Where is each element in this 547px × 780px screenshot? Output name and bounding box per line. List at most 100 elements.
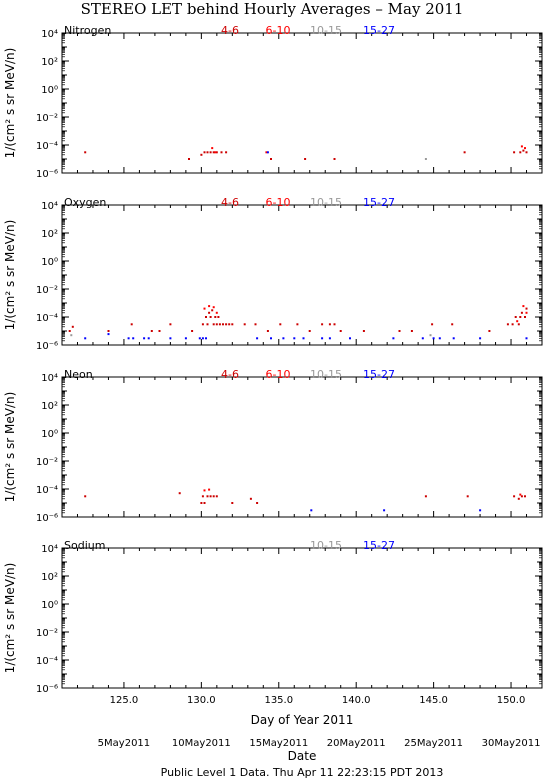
data-point-15-27 (132, 337, 135, 340)
data-point-4-6 (201, 495, 204, 498)
y-tick-label: 10⁰ (41, 600, 58, 611)
data-point-15-27 (107, 333, 110, 336)
data-point-4-6 (206, 323, 209, 326)
data-point-6-10 (524, 147, 526, 150)
y-tick-label: 10⁻⁶ (36, 684, 58, 695)
data-point-4-6 (215, 323, 218, 326)
y-tick-label: 10⁻² (36, 285, 58, 296)
legend-4-6: 4-6 (221, 24, 239, 37)
data-point-15-27 (184, 337, 187, 340)
date-ticks: 5May2011 10May2011 15May2011 20May2011 25May… (98, 738, 541, 749)
panel-nitrogen: 10⁴ 10² 10⁰ 10⁻² 10⁻⁴ 10⁻⁶ 1/(cm² s sr MeV/n) N… (3, 24, 543, 180)
data-point-15-27 (270, 337, 272, 340)
y-tick-label: 10⁻⁴ (36, 656, 58, 667)
data-point-10-15 (424, 158, 427, 160)
y-tick-label: 10⁻⁴ (36, 313, 58, 324)
legend-4-6: 4-6 (221, 196, 239, 209)
data-point-4-6 (249, 497, 252, 500)
data-point-4-6 (522, 149, 525, 152)
panel-label: Sodium (64, 539, 105, 552)
footer-text: Public Level 1 Data. Thu Apr 11 22:23:15… (161, 766, 444, 779)
data-point-15-27 (310, 509, 313, 512)
data-point-15-27 (198, 337, 201, 340)
data-point-4-6 (231, 323, 234, 326)
data-point-4-6 (191, 330, 194, 332)
y-tick-label: 10⁰ (41, 429, 58, 440)
data-point-4-6 (466, 495, 469, 498)
data-point-15-27 (525, 337, 528, 340)
data-point-4-6 (525, 307, 528, 310)
data-point-4-6 (225, 151, 228, 154)
data-point-15-27 (143, 337, 146, 340)
plot-frame (61, 376, 543, 518)
y-tick-label: 10² (41, 401, 58, 412)
data-point-15-27 (266, 151, 269, 154)
data-point-4-6 (463, 151, 466, 154)
data-point-4-6 (279, 323, 282, 326)
data-point-4-6 (201, 323, 204, 326)
y-tick-label: 10⁰ (41, 85, 58, 96)
y-tick-label: 10⁻⁴ (36, 141, 58, 152)
x-tick-label: 125.0 (110, 695, 139, 706)
data-point-4-6 (217, 316, 220, 318)
y-tick-label: 10⁴ (41, 544, 58, 555)
data-point-4-6 (410, 330, 413, 332)
data-point-15-27 (282, 337, 285, 340)
panel-oxygen: 10⁴ 10² 10⁰ 10⁻² 10⁻⁴ 10⁻⁶ 1/(cm² s sr MeV/n) O… (3, 196, 543, 352)
y-tick-label: 10⁻⁶ (36, 341, 58, 352)
data-point-4-6 (243, 323, 246, 326)
y-tick-label: 10⁻⁴ (36, 485, 58, 496)
data-point-4-6 (188, 158, 190, 160)
data-point-4-6 (158, 330, 161, 332)
legend-15-27: 15-27 (363, 539, 395, 552)
legend-6-10: 6-10 (266, 196, 291, 209)
data-point-6-10 (522, 305, 525, 308)
data-point-4-6 (514, 316, 517, 318)
data-point-4-6 (68, 330, 71, 332)
data-point-6-10 (519, 493, 522, 496)
data-point-6-10 (215, 311, 218, 314)
data-point-4-6 (228, 323, 231, 326)
legend-10-15: 10-15 (310, 196, 342, 209)
y-axis-label: 1/(cm² s sr MeV/n) (3, 392, 17, 503)
y-tick-label: 10⁻⁶ (36, 513, 58, 524)
data-point-4-6 (215, 495, 218, 498)
data-point-4-6 (270, 158, 272, 160)
date-tick-label: 15May2011 (249, 738, 308, 749)
data-point-15-27 (479, 337, 482, 340)
data-point-4-6 (254, 323, 257, 326)
data-point-6-10 (203, 307, 206, 310)
data-point-4-6 (362, 330, 365, 332)
data-point-4-6 (333, 323, 336, 326)
data-point-4-6 (519, 151, 522, 154)
data-point-15-27 (84, 337, 87, 340)
y-axis-label: 1/(cm² s sr MeV/n) (3, 48, 17, 159)
data-point-4-6 (520, 311, 523, 314)
panel-sodium: 10⁴ 10² 10⁰ 10⁻² 10⁻⁴ 10⁻⁶ 1/(cm² s sr MeV/n) S… (3, 539, 543, 695)
data-point-6-10 (265, 151, 268, 154)
data-point-4-6 (520, 495, 523, 498)
y-axis-label: 1/(cm² s sr MeV/n) (3, 563, 17, 674)
y-tick-label: 10² (41, 229, 58, 240)
panel-label: Oxygen (64, 196, 106, 209)
x-axis-label: Day of Year 2011 (251, 713, 354, 727)
data-point-4-6 (84, 495, 87, 498)
date-tick-label: 10May2011 (172, 738, 231, 749)
data-point-4-6 (231, 502, 234, 504)
data-point-4-6 (321, 323, 324, 326)
data-point-4-6 (84, 151, 87, 154)
panel-neon: 10⁴ 10² 10⁰ 10⁻² 10⁻⁴ 10⁻⁶ 1/(cm² s sr MeV/n) N… (3, 368, 543, 524)
data-point-4-6 (178, 492, 181, 495)
data-point-4-6 (107, 330, 110, 332)
data-point-4-6 (218, 323, 221, 326)
y-tick-label: 10² (41, 572, 58, 583)
data-point-4-6 (308, 330, 311, 332)
data-point-15-27 (438, 337, 441, 340)
data-point-4-6 (424, 495, 427, 498)
data-point-15-27 (479, 509, 482, 512)
data-point-15-27 (432, 337, 435, 340)
data-point-10-15 (429, 334, 432, 337)
data-point-15-27 (392, 337, 395, 340)
data-point-4-6 (169, 323, 172, 326)
data-point-4-6 (488, 330, 491, 332)
